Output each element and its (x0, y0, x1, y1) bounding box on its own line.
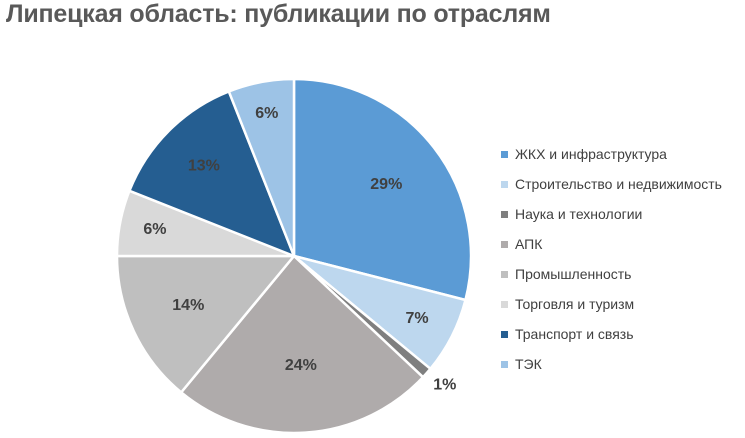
legend-swatch (501, 330, 508, 338)
legend-label: Промышленность (515, 266, 632, 282)
slice-data-label: 1% (433, 377, 456, 394)
legend-item: Транспорт и связь (501, 319, 745, 349)
slice-data-label: 6% (255, 105, 278, 122)
legend-item: Наука и технологии (501, 199, 745, 229)
slice-data-label: 13% (188, 157, 220, 174)
legend-swatch (501, 240, 508, 248)
pie-data-labels: 29% 7% 1% 24% 14% 6% 13% 6% (143, 105, 456, 394)
pie-slices (115, 77, 473, 435)
legend-label: Наука и технологии (515, 206, 643, 222)
legend-label: ТЭК (515, 356, 542, 372)
pie-slice (179, 254, 425, 435)
pie-slice (227, 77, 296, 258)
legend-label: ЖКХ и инфраструктура (515, 146, 667, 162)
legend-label: Торговля и туризм (515, 296, 635, 312)
legend-swatch (501, 180, 508, 188)
chart-legend: ЖКХ и инфраструктура Строительство и недв… (501, 139, 745, 379)
legend-swatch (501, 210, 508, 218)
legend-label: Транспорт и связь (515, 326, 634, 342)
legend-label: АПК (515, 236, 543, 252)
legend-swatch (501, 150, 508, 158)
pie-slice (128, 90, 296, 258)
slice-data-label: 24% (285, 357, 317, 374)
chart-title: Липецкая область: публикации по отраслям (6, 0, 551, 28)
legend-swatch (501, 270, 508, 278)
legend-label: Строительство и недвижимость (515, 176, 722, 192)
slice-data-label: 7% (405, 310, 428, 327)
legend-item: Строительство и недвижимость (501, 169, 745, 199)
legend-swatch (501, 360, 508, 368)
legend-item: ТЭК (501, 349, 745, 379)
slice-data-label: 14% (172, 297, 204, 314)
legend-item: Промышленность (501, 259, 745, 289)
legend-swatch (501, 300, 508, 308)
slice-data-label: 6% (143, 221, 166, 238)
pie-slice (115, 254, 296, 394)
legend-item: Торговля и туризм (501, 289, 745, 319)
legend-item: АПК (501, 229, 745, 259)
pie-slice (292, 77, 473, 302)
legend-item: ЖКХ и инфраструктура (501, 139, 745, 169)
slice-data-label: 29% (370, 176, 402, 193)
